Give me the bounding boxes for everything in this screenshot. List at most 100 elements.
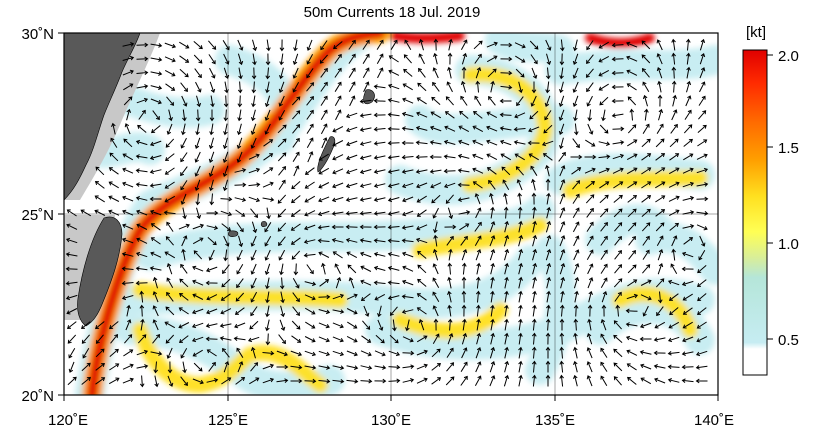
current-arrow bbox=[417, 250, 427, 259]
current-arrow bbox=[265, 277, 270, 290]
current-arrow bbox=[417, 278, 427, 287]
current-arrow bbox=[530, 54, 538, 65]
current-arrow bbox=[206, 294, 218, 301]
current-arrow bbox=[532, 206, 537, 219]
current-arrow bbox=[417, 264, 427, 274]
current-arrow bbox=[504, 304, 509, 317]
current-arrow bbox=[65, 281, 78, 286]
current-arrow bbox=[152, 110, 160, 121]
current-arrow bbox=[360, 265, 372, 272]
current-arrow bbox=[319, 279, 330, 287]
current-arrow bbox=[251, 81, 257, 94]
current-arrow bbox=[121, 295, 134, 301]
current-arrow bbox=[195, 193, 201, 206]
current-arrow bbox=[376, 53, 384, 65]
current-arrow bbox=[613, 181, 624, 189]
current-arrow bbox=[697, 139, 708, 147]
current-arrow bbox=[149, 209, 162, 216]
current-arrow bbox=[373, 183, 386, 188]
current-arrow bbox=[639, 336, 652, 342]
current-arrow bbox=[181, 235, 188, 247]
current-arrow bbox=[629, 108, 635, 121]
current-arrow bbox=[318, 167, 330, 175]
current-arrow bbox=[278, 179, 286, 190]
current-arrow bbox=[233, 336, 246, 341]
current-arrow bbox=[545, 178, 551, 191]
current-arrow bbox=[486, 125, 498, 132]
current-arrow bbox=[388, 378, 401, 384]
colorbar: [kt] 2.0 1.5 1.0 0.5 bbox=[742, 24, 799, 376]
current-arrow bbox=[431, 348, 441, 358]
current-arrow bbox=[457, 153, 470, 159]
current-arrow bbox=[347, 321, 358, 329]
current-arrow bbox=[432, 305, 439, 317]
current-arrow bbox=[362, 39, 370, 50]
current-arrow bbox=[500, 85, 513, 90]
current-arrow bbox=[321, 262, 326, 275]
current-arrow bbox=[220, 293, 231, 301]
current-arrow bbox=[489, 346, 496, 359]
current-arrow bbox=[671, 66, 677, 79]
land-masses bbox=[64, 33, 375, 327]
current-arrow bbox=[504, 346, 509, 359]
current-arrow bbox=[180, 263, 188, 274]
current-arrow bbox=[432, 207, 439, 219]
latitude-labels: 20˚N 25˚N 30˚N bbox=[21, 26, 54, 405]
current-arrow bbox=[135, 182, 148, 187]
current-arrow bbox=[264, 263, 271, 276]
current-arrow bbox=[613, 278, 623, 288]
current-arrow bbox=[304, 294, 316, 301]
current-arrow bbox=[108, 377, 120, 385]
map-tick-marks bbox=[58, 32, 719, 401]
current-arrow bbox=[178, 223, 190, 230]
current-arrow bbox=[697, 307, 707, 315]
current-arrow bbox=[361, 335, 372, 343]
current-arrow bbox=[429, 140, 442, 145]
current-arrow bbox=[490, 290, 495, 303]
current-arrow bbox=[504, 332, 509, 345]
current-arrow bbox=[389, 334, 399, 344]
current-arrow bbox=[668, 321, 680, 329]
current-arrow bbox=[445, 194, 454, 204]
current-arrow bbox=[682, 224, 695, 229]
current-arrow bbox=[401, 225, 414, 230]
current-arrow bbox=[362, 53, 370, 64]
current-arrow bbox=[209, 109, 215, 122]
current-arrow bbox=[573, 360, 578, 373]
current-arrow bbox=[292, 306, 300, 316]
current-arrow bbox=[443, 139, 456, 145]
current-arrow bbox=[584, 154, 597, 160]
current-arrow bbox=[192, 378, 204, 385]
current-arrow bbox=[667, 378, 680, 383]
current-arrow bbox=[641, 181, 652, 189]
current-arrow bbox=[292, 151, 300, 162]
current-arrow bbox=[151, 125, 161, 134]
current-arrow bbox=[332, 251, 343, 259]
current-arrow bbox=[377, 319, 384, 331]
current-arrow bbox=[280, 305, 286, 318]
current-arrow bbox=[514, 112, 526, 119]
current-arrow bbox=[252, 39, 258, 52]
current-arrow bbox=[430, 111, 442, 119]
current-arrow bbox=[387, 126, 400, 132]
current-arrow bbox=[486, 139, 498, 146]
current-arrow bbox=[532, 290, 537, 303]
current-arrow bbox=[696, 167, 709, 174]
current-arrow bbox=[513, 127, 526, 132]
lat-label-20: 20˚N bbox=[21, 388, 54, 405]
current-arrow bbox=[572, 67, 579, 79]
current-arrow bbox=[531, 346, 537, 359]
current-arrow bbox=[401, 126, 414, 131]
current-arrow bbox=[293, 165, 300, 177]
current-arrow bbox=[656, 306, 664, 317]
current-arrow bbox=[221, 377, 232, 385]
current-arrow bbox=[504, 248, 510, 261]
current-arrow bbox=[360, 293, 371, 301]
current-arrow bbox=[236, 222, 244, 233]
current-arrow bbox=[320, 109, 328, 120]
current-arrow bbox=[292, 123, 301, 134]
current-arrow bbox=[461, 66, 467, 79]
current-arrow bbox=[136, 237, 148, 244]
current-arrow bbox=[124, 123, 131, 135]
current-arrow bbox=[447, 318, 453, 331]
